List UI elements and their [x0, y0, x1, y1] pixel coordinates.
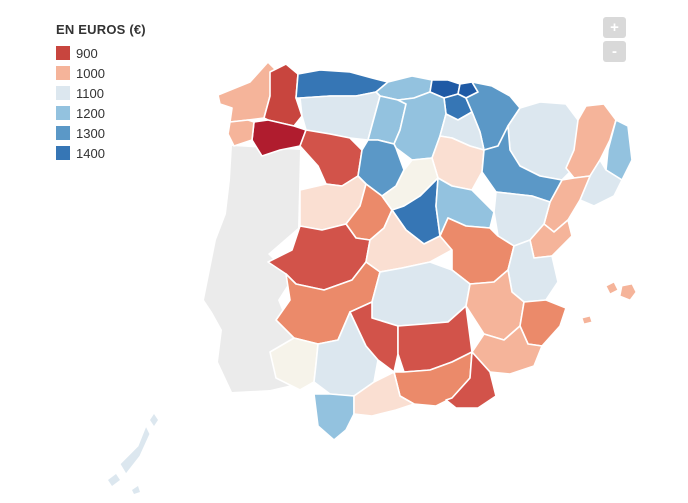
- canary-islet: [132, 486, 140, 494]
- legend-label: 1100: [76, 85, 104, 101]
- region-almeria[interactable]: [445, 351, 497, 409]
- zoom-in-button[interactable]: +: [603, 17, 626, 38]
- legend-label: 1200: [76, 105, 105, 121]
- legend-swatch: [56, 46, 70, 60]
- zoom-out-button[interactable]: -: [603, 41, 626, 62]
- legend-label: 900: [76, 45, 98, 61]
- region-alicante[interactable]: [519, 299, 567, 347]
- region-mallorca[interactable]: [619, 283, 637, 301]
- legend-item: 1000: [56, 63, 146, 83]
- legend: EN EUROS (€) 900 1000 1100 1200 1300 1400: [56, 22, 146, 163]
- canary-islet: [150, 414, 158, 426]
- region-barcelona[interactable]: [579, 159, 623, 207]
- legend-item: 1200: [56, 103, 146, 123]
- region-menorca[interactable]: [605, 281, 619, 295]
- legend-item: 1400: [56, 143, 146, 163]
- legend-item: 1300: [56, 123, 146, 143]
- legend-item: 1100: [56, 83, 146, 103]
- legend-swatch: [56, 106, 70, 120]
- region-cadiz[interactable]: [313, 393, 355, 441]
- region-canarias[interactable]: [119, 424, 151, 475]
- canary-islet: [108, 474, 120, 486]
- region-ibiza[interactable]: [581, 315, 593, 325]
- legend-item: 900: [56, 43, 146, 63]
- legend-label: 1400: [76, 145, 105, 161]
- legend-label: 1000: [76, 65, 105, 81]
- region-lugo[interactable]: [263, 63, 303, 127]
- legend-swatch: [56, 146, 70, 160]
- legend-title: EN EUROS (€): [56, 22, 146, 37]
- legend-label: 1300: [76, 125, 105, 141]
- legend-swatch: [56, 66, 70, 80]
- legend-swatch: [56, 86, 70, 100]
- legend-swatch: [56, 126, 70, 140]
- region-malaga[interactable]: [353, 371, 415, 417]
- region-pontevedra[interactable]: [227, 119, 255, 147]
- portugal-no-data: [204, 146, 304, 392]
